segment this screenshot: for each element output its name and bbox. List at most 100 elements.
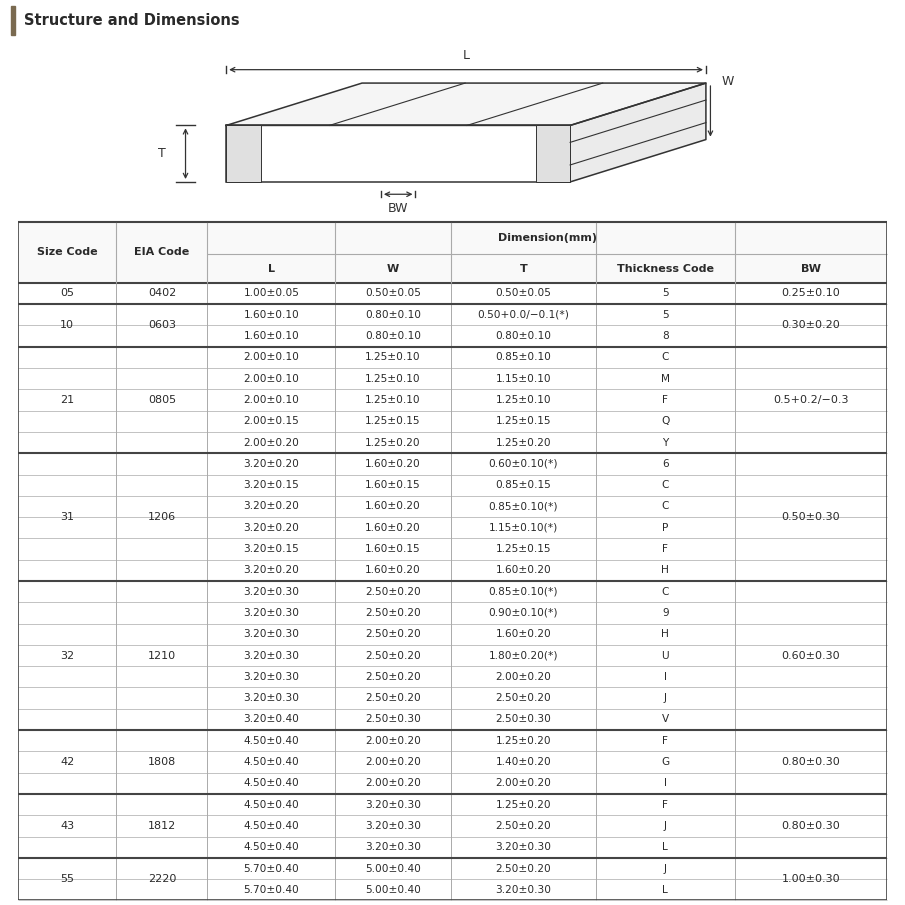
Text: C: C — [662, 352, 669, 362]
Text: 1.15±0.10: 1.15±0.10 — [496, 374, 551, 384]
Text: 0.80±0.10: 0.80±0.10 — [365, 310, 421, 319]
Text: 05: 05 — [61, 289, 74, 299]
Text: 1.60±0.20: 1.60±0.20 — [365, 523, 421, 533]
Text: C: C — [662, 481, 669, 491]
Text: G: G — [662, 757, 670, 767]
Text: 2.00±0.20: 2.00±0.20 — [243, 437, 300, 448]
Text: P: P — [662, 523, 669, 533]
Text: Thickness Code: Thickness Code — [617, 263, 714, 273]
Text: H: H — [662, 566, 670, 576]
Text: 2.00±0.20: 2.00±0.20 — [365, 778, 421, 788]
Text: 3.20±0.40: 3.20±0.40 — [243, 714, 300, 724]
Text: L: L — [462, 49, 470, 62]
Text: 0.85±0.10(*): 0.85±0.10(*) — [489, 586, 558, 596]
Text: 3.20±0.30: 3.20±0.30 — [495, 843, 551, 853]
Text: 5.00±0.40: 5.00±0.40 — [365, 885, 421, 895]
Text: Dimension(mm): Dimension(mm) — [498, 233, 596, 243]
Text: T: T — [157, 148, 166, 160]
Text: 5.70±0.40: 5.70±0.40 — [243, 885, 300, 895]
Polygon shape — [570, 83, 706, 182]
Text: 1.60±0.10: 1.60±0.10 — [243, 331, 300, 341]
Text: 42: 42 — [60, 757, 74, 767]
Text: 2.00±0.20: 2.00±0.20 — [495, 672, 551, 681]
Bar — [18, 222, 887, 282]
Text: 1.60±0.20: 1.60±0.20 — [495, 629, 551, 639]
Text: 32: 32 — [60, 651, 74, 661]
Text: C: C — [662, 586, 669, 596]
Text: 1.60±0.15: 1.60±0.15 — [366, 544, 421, 554]
Text: 2.00±0.15: 2.00±0.15 — [243, 416, 300, 426]
Text: 0.85±0.10(*): 0.85±0.10(*) — [489, 501, 558, 511]
Text: V: V — [662, 714, 669, 724]
Text: 5.70±0.40: 5.70±0.40 — [243, 863, 300, 873]
Text: 1210: 1210 — [148, 651, 176, 661]
Text: 2.50±0.20: 2.50±0.20 — [495, 863, 551, 873]
Text: 2220: 2220 — [148, 874, 176, 884]
Text: 1.60±0.20: 1.60±0.20 — [365, 459, 421, 469]
Text: 0.50±0.05: 0.50±0.05 — [365, 289, 421, 299]
Text: 4.50±0.40: 4.50±0.40 — [243, 843, 300, 853]
Text: F: F — [662, 395, 669, 405]
Text: J: J — [664, 693, 667, 703]
Text: H: H — [662, 629, 670, 639]
Text: 1.25±0.15: 1.25±0.15 — [496, 544, 551, 554]
Text: 9: 9 — [662, 608, 669, 618]
Text: Structure and Dimensions: Structure and Dimensions — [24, 13, 240, 28]
Text: 1.60±0.20: 1.60±0.20 — [495, 566, 551, 576]
Text: BW: BW — [388, 202, 408, 215]
Bar — [11, 6, 15, 34]
Text: 3.20±0.20: 3.20±0.20 — [243, 459, 300, 469]
Text: 1.40±0.20: 1.40±0.20 — [495, 757, 551, 767]
Text: 4.50±0.40: 4.50±0.40 — [243, 757, 300, 767]
Text: 3.20±0.30: 3.20±0.30 — [243, 693, 300, 703]
Text: 0402: 0402 — [148, 289, 176, 299]
Text: Size Code: Size Code — [37, 247, 98, 257]
Text: 0.90±0.10(*): 0.90±0.10(*) — [489, 608, 558, 618]
Text: 1.25±0.20: 1.25±0.20 — [496, 437, 551, 448]
Text: 1808: 1808 — [148, 757, 176, 767]
Text: L: L — [268, 263, 275, 273]
Text: 0.85±0.15: 0.85±0.15 — [495, 481, 551, 491]
Text: 0805: 0805 — [148, 395, 176, 405]
Text: 0.60±0.10(*): 0.60±0.10(*) — [489, 459, 558, 469]
Text: 1812: 1812 — [148, 821, 176, 831]
Text: 0.80±0.10: 0.80±0.10 — [495, 331, 551, 341]
Text: 2.00±0.20: 2.00±0.20 — [365, 736, 421, 746]
Text: 1.60±0.20: 1.60±0.20 — [365, 501, 421, 511]
Text: 2.50±0.20: 2.50±0.20 — [495, 821, 551, 831]
Text: 3.20±0.30: 3.20±0.30 — [243, 608, 300, 618]
Text: U: U — [662, 651, 669, 661]
Text: F: F — [662, 736, 669, 746]
Text: 2.50±0.20: 2.50±0.20 — [365, 672, 421, 681]
Text: F: F — [662, 800, 669, 810]
Text: 1.25±0.10: 1.25±0.10 — [366, 352, 421, 362]
Text: 5.00±0.40: 5.00±0.40 — [365, 863, 421, 873]
Text: 1206: 1206 — [148, 512, 176, 522]
Text: BW: BW — [801, 263, 821, 273]
Text: 3.20±0.30: 3.20±0.30 — [243, 651, 300, 661]
Text: 10: 10 — [61, 320, 74, 330]
Text: 1.80±0.20(*): 1.80±0.20(*) — [489, 651, 558, 661]
Text: 3.20±0.15: 3.20±0.15 — [243, 544, 300, 554]
Text: 1.60±0.15: 1.60±0.15 — [366, 481, 421, 491]
Text: 2.50±0.20: 2.50±0.20 — [365, 608, 421, 618]
Text: Q: Q — [662, 416, 670, 426]
Text: L: L — [662, 843, 668, 853]
Text: 3.20±0.30: 3.20±0.30 — [243, 586, 300, 596]
Text: 3.20±0.30: 3.20±0.30 — [243, 672, 300, 681]
Text: 2.50±0.30: 2.50±0.30 — [495, 714, 551, 724]
Text: J: J — [664, 821, 667, 831]
Text: 2.50±0.20: 2.50±0.20 — [365, 629, 421, 639]
Text: Y: Y — [662, 437, 669, 448]
Text: 3.20±0.30: 3.20±0.30 — [365, 843, 421, 853]
Text: 3.20±0.15: 3.20±0.15 — [243, 481, 300, 491]
Text: 2.00±0.20: 2.00±0.20 — [365, 757, 421, 767]
Text: C: C — [662, 501, 669, 511]
Text: 8: 8 — [662, 331, 669, 341]
Text: F: F — [662, 544, 669, 554]
Text: 0.30±0.20: 0.30±0.20 — [782, 320, 840, 330]
Text: L: L — [662, 885, 668, 895]
Text: 0.50±0.30: 0.50±0.30 — [782, 512, 840, 522]
Text: 1.25±0.10: 1.25±0.10 — [366, 395, 421, 405]
Text: 0.80±0.30: 0.80±0.30 — [782, 821, 840, 831]
